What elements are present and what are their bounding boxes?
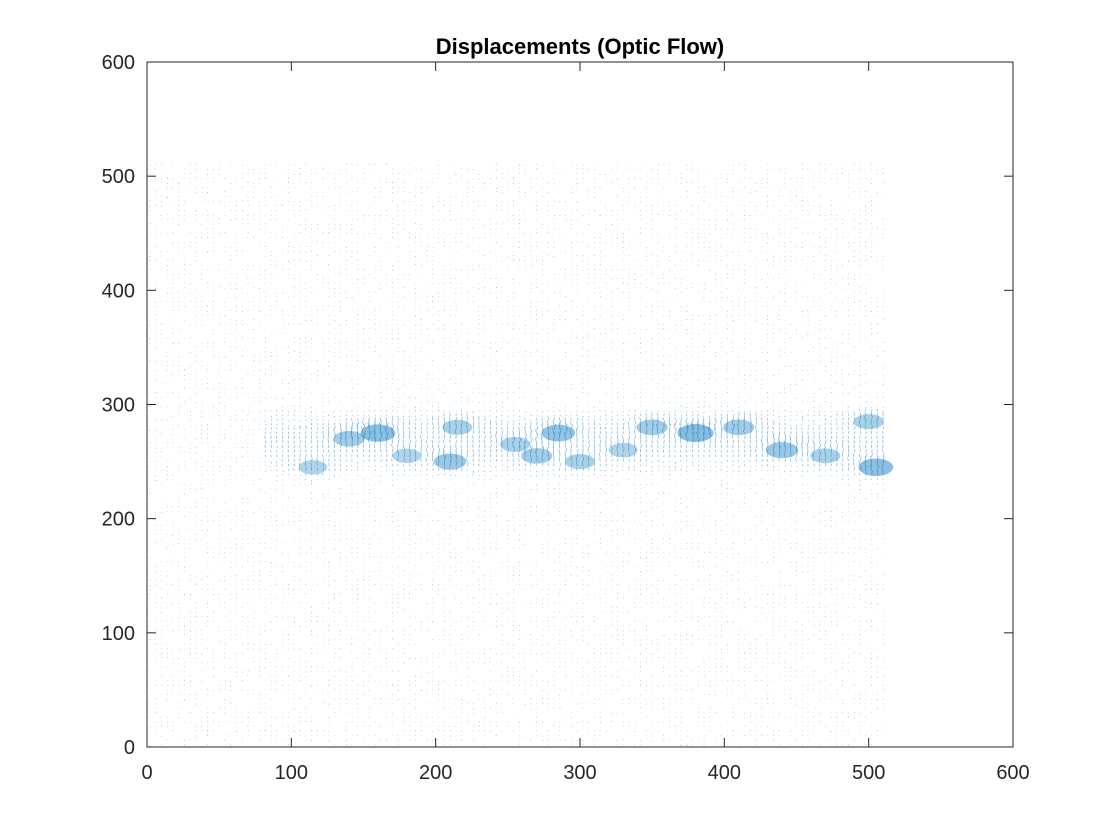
displacement-blob [360, 424, 396, 442]
displacement-blob [433, 453, 467, 470]
displacement-blob [810, 448, 841, 464]
x-tick-label: 600 [996, 762, 1029, 784]
displacement-blob [392, 448, 422, 464]
y-tick-label: 500 [102, 166, 135, 188]
x-tick-label: 200 [419, 762, 452, 784]
y-tick-label: 200 [102, 509, 135, 531]
displacement-blob [765, 442, 799, 459]
displacement-blob [521, 448, 553, 464]
displacement-blob [723, 419, 755, 436]
x-tick-label: 0 [141, 762, 152, 784]
chart-title: Displacements (Optic Flow) [436, 34, 725, 59]
x-tick-label: 100 [275, 762, 308, 784]
x-tick-label: 300 [563, 762, 596, 784]
displacement-blob [858, 458, 894, 476]
y-tick-label: 0 [124, 737, 135, 759]
displacement-blob [541, 424, 576, 442]
displacement-field [149, 163, 894, 746]
y-tick-label: 600 [102, 52, 135, 74]
x-axis: 0 100 200 300 400 500 600 [141, 62, 1030, 784]
displacement-blob [565, 454, 595, 470]
quiver-arrows [149, 163, 885, 746]
displacement-blob [500, 436, 531, 452]
displacement-blob [608, 442, 638, 458]
x-tick-label: 500 [852, 762, 885, 784]
y-tick-label: 100 [102, 623, 135, 645]
displacement-blob [677, 424, 714, 443]
displacement-blob [853, 414, 884, 430]
displacement-blob [636, 419, 668, 436]
displacement-blob [442, 419, 473, 435]
y-tick-label: 300 [102, 395, 135, 417]
axes-background [147, 62, 1013, 747]
displacement-blob [333, 430, 365, 447]
x-tick-label: 400 [708, 762, 741, 784]
y-axis: 0 100 200 300 400 500 600 [102, 52, 1013, 759]
displacement-blob [298, 460, 328, 475]
y-tick-label: 400 [102, 280, 135, 302]
